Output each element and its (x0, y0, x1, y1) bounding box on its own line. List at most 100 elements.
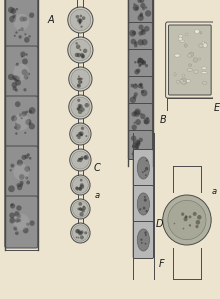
Circle shape (76, 135, 78, 137)
Ellipse shape (180, 40, 184, 42)
Circle shape (142, 171, 144, 173)
Circle shape (130, 84, 134, 88)
FancyBboxPatch shape (128, 50, 152, 79)
Circle shape (22, 58, 28, 65)
Circle shape (84, 156, 87, 159)
Circle shape (9, 213, 15, 218)
Circle shape (10, 164, 14, 168)
Circle shape (76, 229, 80, 233)
Circle shape (16, 205, 22, 211)
Circle shape (174, 223, 175, 224)
Circle shape (72, 177, 88, 193)
Circle shape (195, 225, 198, 228)
Circle shape (23, 16, 28, 22)
Ellipse shape (13, 164, 29, 180)
Circle shape (20, 183, 23, 187)
Circle shape (79, 133, 81, 135)
Circle shape (78, 80, 82, 84)
Ellipse shape (194, 70, 198, 73)
Circle shape (14, 126, 17, 129)
Circle shape (140, 64, 142, 66)
Circle shape (15, 101, 20, 107)
Circle shape (17, 214, 21, 218)
Circle shape (13, 226, 17, 231)
Circle shape (141, 29, 145, 33)
Circle shape (18, 219, 21, 222)
Circle shape (140, 83, 143, 87)
Circle shape (21, 56, 23, 58)
Circle shape (80, 179, 82, 181)
Circle shape (15, 132, 18, 135)
Circle shape (141, 90, 147, 96)
Circle shape (24, 37, 30, 43)
Circle shape (20, 16, 25, 22)
Circle shape (135, 83, 137, 86)
Circle shape (189, 216, 191, 218)
Circle shape (131, 39, 136, 45)
Circle shape (138, 84, 142, 88)
Ellipse shape (202, 71, 207, 74)
Circle shape (140, 114, 145, 119)
Ellipse shape (195, 29, 199, 34)
Circle shape (26, 111, 28, 113)
Ellipse shape (185, 33, 188, 36)
Circle shape (146, 160, 148, 161)
Circle shape (9, 16, 16, 22)
Circle shape (137, 61, 139, 63)
Circle shape (141, 90, 144, 93)
Circle shape (19, 113, 22, 117)
Circle shape (145, 167, 148, 170)
Circle shape (83, 206, 85, 208)
Circle shape (72, 125, 89, 143)
Circle shape (138, 15, 144, 21)
Circle shape (140, 3, 145, 8)
Circle shape (77, 208, 80, 210)
Circle shape (69, 67, 92, 91)
Circle shape (79, 15, 82, 17)
Ellipse shape (187, 68, 192, 71)
Circle shape (134, 44, 138, 48)
Ellipse shape (189, 52, 194, 57)
Circle shape (15, 89, 18, 92)
Text: A: A (47, 15, 54, 25)
Circle shape (79, 49, 81, 51)
Circle shape (135, 144, 139, 149)
Ellipse shape (202, 67, 207, 69)
FancyBboxPatch shape (5, 96, 38, 148)
Circle shape (70, 39, 91, 61)
Circle shape (144, 170, 146, 172)
Circle shape (8, 74, 14, 80)
FancyBboxPatch shape (128, 77, 152, 106)
FancyBboxPatch shape (169, 25, 211, 95)
Circle shape (77, 159, 79, 162)
Ellipse shape (181, 78, 187, 83)
Circle shape (134, 122, 135, 124)
Circle shape (133, 95, 137, 99)
Circle shape (81, 209, 85, 213)
Circle shape (68, 37, 93, 63)
Circle shape (131, 112, 136, 117)
Circle shape (140, 113, 142, 115)
Ellipse shape (176, 80, 179, 83)
Circle shape (78, 231, 83, 235)
Circle shape (24, 166, 30, 172)
Circle shape (76, 15, 79, 19)
Ellipse shape (182, 74, 185, 77)
Circle shape (143, 118, 150, 124)
Circle shape (13, 14, 16, 18)
Circle shape (134, 109, 141, 115)
Circle shape (79, 106, 81, 109)
Ellipse shape (180, 80, 183, 82)
Text: D: D (156, 219, 164, 229)
Ellipse shape (202, 41, 204, 45)
Circle shape (82, 16, 85, 20)
Text: a: a (212, 187, 217, 196)
Circle shape (81, 25, 83, 28)
Circle shape (70, 149, 91, 171)
Circle shape (71, 97, 90, 117)
Circle shape (145, 210, 148, 212)
Circle shape (15, 231, 19, 235)
Circle shape (79, 207, 82, 211)
Circle shape (81, 127, 84, 130)
Circle shape (11, 8, 16, 14)
